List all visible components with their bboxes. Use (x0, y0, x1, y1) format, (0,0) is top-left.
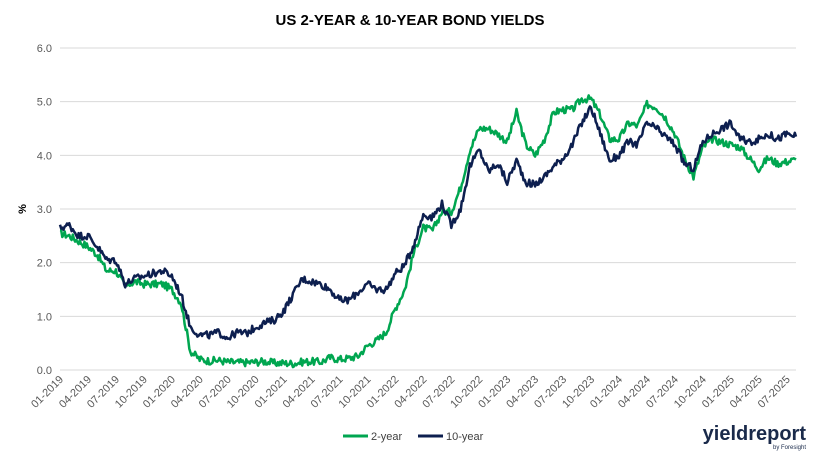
y-tick-label: 4.0 (37, 150, 52, 162)
y-tick-label: 6.0 (37, 43, 52, 55)
y-tick-label: 1.0 (37, 311, 52, 323)
y-axis-ticks: 0.0 1.0 2.0 3.0 4.0 5.0 6.0 (37, 43, 52, 377)
y-tick-label: 3.0 (37, 204, 52, 216)
y-axis-label: % (17, 204, 29, 214)
y-tick-label: 2.0 (37, 258, 52, 270)
series-line-2-year (59, 94, 797, 369)
legend: 2-year 10-year (343, 431, 484, 443)
x-axis-ticks: 01-201904-201907-201910-201901-202004-20… (29, 374, 793, 411)
grid (60, 47, 796, 371)
y-tick-label: 5.0 (37, 97, 52, 109)
chart-title: US 2-YEAR & 10-YEAR BOND YIELDS (276, 12, 545, 29)
y-tick-label: 0.0 (37, 365, 52, 377)
series (58, 94, 798, 369)
brand-name: yieldreport (703, 423, 807, 445)
legend-label-10-year: 10-year (446, 431, 484, 443)
legend-label-2-year: 2-year (371, 431, 403, 443)
series-line-10-year (58, 105, 798, 341)
brand-logo: yieldreport by Foresight (703, 423, 807, 451)
brand-byline: by Foresight (773, 445, 806, 451)
